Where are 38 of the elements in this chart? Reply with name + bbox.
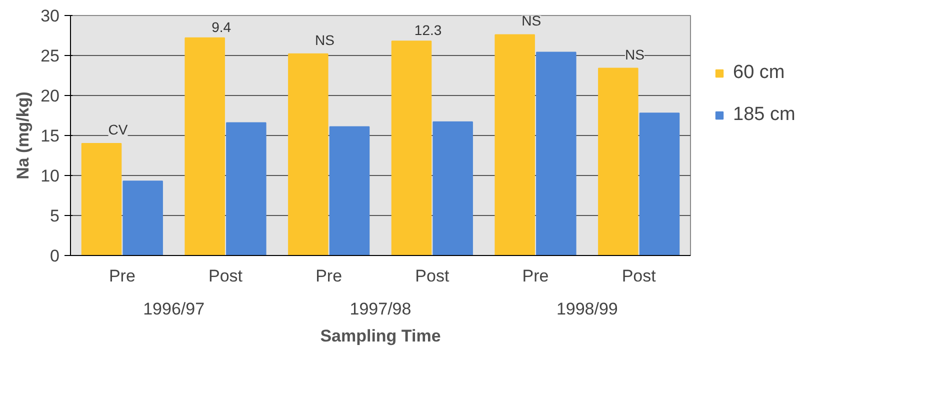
x-tick-label: Post [622, 266, 656, 286]
y-axis-title: Na (mg/kg) [14, 92, 33, 180]
x-tick-label: Post [208, 266, 243, 286]
bar [598, 68, 638, 256]
bar [226, 122, 266, 256]
y-tick-label: 10 [40, 166, 60, 186]
y-tick-label: 25 [40, 46, 60, 66]
bar [329, 126, 370, 256]
annotation: NS [314, 32, 334, 48]
legend-label: 60 cm [733, 62, 785, 84]
annotation: NS [624, 46, 644, 62]
text: 1998/99 [556, 300, 618, 318]
legend-label: 185 cm [733, 104, 796, 126]
bar [122, 180, 163, 256]
bar [639, 112, 680, 256]
x-tick-label: Pre [522, 266, 549, 286]
bar [494, 34, 535, 256]
annotation: 9.4 [212, 18, 232, 35]
y-tick-label: 0 [50, 246, 60, 266]
x-tick-label: Post [415, 266, 450, 286]
bar [288, 53, 328, 256]
annotation: CV [108, 122, 128, 138]
x-tick-label: Pre [108, 266, 136, 286]
bar [184, 37, 225, 256]
y-tick-label: 5 [50, 206, 60, 226]
x-tick-label: Pre [316, 266, 342, 286]
bar [81, 143, 122, 256]
bar [391, 40, 432, 256]
y-tick-label: 15 [40, 126, 60, 146]
annotation: NS [522, 12, 542, 29]
text: 1997/98 [350, 300, 412, 318]
bar [536, 52, 576, 256]
y-tick-label: 20 [40, 86, 60, 106]
bar [432, 121, 473, 256]
annotation: 12.3 [414, 22, 442, 38]
y-tick-label: 30 [40, 6, 60, 26]
x-axis-title: Sampling Time [320, 326, 441, 346]
text: 1996/97 [143, 300, 205, 318]
